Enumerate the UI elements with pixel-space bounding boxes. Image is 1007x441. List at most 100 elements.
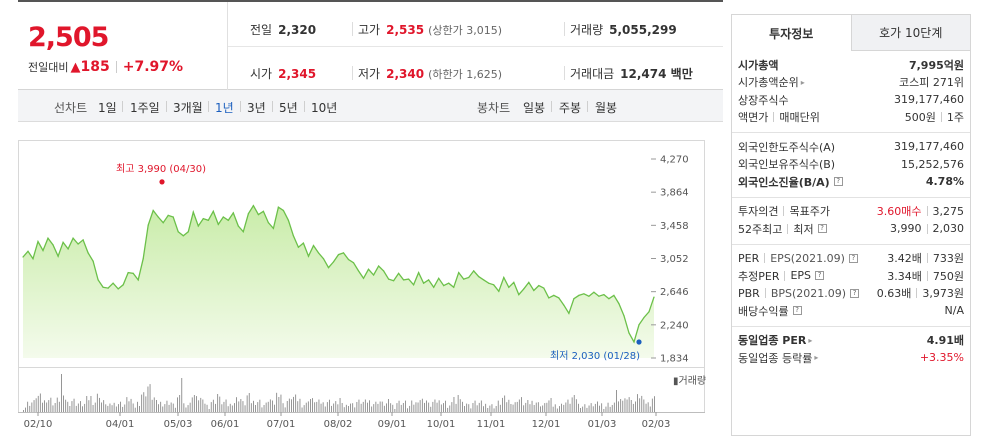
info-row: 동일업종 PER ▸ 4.91배	[738, 332, 964, 350]
tab-order-book[interactable]: 호가 10단계	[850, 15, 970, 51]
period-1w[interactable]: 1주일	[130, 101, 160, 115]
volume-bar	[31, 402, 33, 412]
chevron-right-icon[interactable]: ▸	[808, 335, 813, 345]
x-tick-label: 11/01	[477, 419, 506, 430]
price-point	[347, 258, 350, 261]
volume-bar	[238, 401, 240, 412]
volume-bar	[603, 409, 605, 412]
volume-bar	[23, 410, 24, 412]
price-point	[107, 287, 109, 289]
price-point	[623, 315, 625, 317]
price-point	[473, 270, 475, 272]
price-point	[443, 285, 445, 287]
volume-bar	[149, 384, 151, 412]
volume-bar	[143, 392, 145, 412]
chart-frame	[18, 140, 705, 368]
price-point	[37, 240, 39, 243]
volume-bar	[105, 404, 107, 412]
volume-bar	[113, 402, 115, 412]
volume-bar	[320, 403, 322, 412]
volume-bar	[101, 402, 102, 412]
price-point	[653, 296, 655, 298]
volume-bar	[573, 395, 575, 412]
period-5y[interactable]: 5년	[279, 101, 298, 115]
volume-bar	[405, 400, 406, 412]
candle-daily[interactable]: 일봉	[523, 101, 546, 115]
info-key: 액면가 매매단위	[738, 109, 820, 125]
info-key-label: EPS	[790, 269, 812, 283]
volume-bar	[369, 400, 370, 412]
foreign-ownership-section: 외국인한도주식수(A) 319,177,460 외국인보유주식수(B) 15,252,…	[732, 133, 970, 198]
volume-bar	[193, 395, 195, 412]
volume-bar	[508, 399, 510, 412]
volume-bar	[278, 397, 280, 412]
price-point	[453, 286, 455, 288]
help-icon[interactable]: ?	[815, 271, 825, 281]
volume-bar	[345, 404, 347, 412]
info-key-label: 상장주식수	[738, 93, 789, 107]
volume-bar	[196, 396, 197, 412]
chevron-right-icon[interactable]: ▸	[800, 77, 805, 87]
period-1y[interactable]: 1년	[215, 101, 234, 115]
tab-investment-info[interactable]: 투자정보	[732, 15, 851, 51]
candle-monthly[interactable]: 월봉	[595, 101, 618, 115]
volume-bar	[191, 397, 193, 412]
volume-bar	[540, 406, 541, 412]
volume-bar	[495, 406, 497, 412]
price-point	[82, 239, 84, 241]
volume-bar	[413, 404, 415, 412]
help-icon[interactable]: ?	[792, 306, 802, 316]
candle-weekly[interactable]: 주봉	[559, 101, 582, 115]
volume-bar	[620, 399, 622, 412]
price-point	[508, 286, 510, 288]
help-icon[interactable]: ?	[848, 253, 858, 263]
volume-bar	[166, 400, 168, 412]
price-point	[52, 244, 54, 246]
volume-bar	[639, 398, 641, 412]
y-tick-label: 2,646	[660, 287, 689, 298]
help-icon[interactable]: ?	[850, 288, 860, 298]
help-icon[interactable]: ?	[833, 177, 843, 187]
period-3m[interactable]: 3개월	[173, 101, 203, 115]
volume-bar	[174, 407, 176, 412]
volume-bar	[512, 404, 514, 412]
price-chart[interactable]: 4,270 3,864 3,458 3,052 2,646 2,240 1,834 최고 3…	[18, 122, 723, 441]
volume-bar	[445, 400, 446, 412]
volume-bar	[428, 402, 430, 412]
divider	[773, 112, 775, 123]
price-point	[342, 252, 345, 254]
volume-bar	[590, 403, 592, 412]
volume-bar	[531, 400, 533, 412]
price-point	[383, 270, 385, 272]
volume-bar	[261, 407, 263, 412]
volume-bar	[307, 401, 309, 412]
help-icon[interactable]: ?	[817, 224, 827, 234]
price-chart-svg[interactable]: 4,270 3,864 3,458 3,052 2,646 2,240 1,834 최고 3…	[18, 122, 723, 441]
info-row: PER EPS(2021.09)? 3.42배 733원	[738, 250, 964, 268]
volume-bar	[472, 403, 474, 412]
divider	[551, 101, 552, 112]
stat-prev-close: 전일 2,320	[250, 23, 317, 37]
volume-bar	[480, 400, 482, 412]
volume-bar	[299, 398, 301, 412]
info-key-label: 외국인소진율(B/A)	[738, 175, 830, 189]
volume-bar	[510, 404, 512, 412]
price-point	[518, 294, 520, 296]
divider	[916, 288, 918, 299]
price-point	[322, 258, 325, 260]
price-point	[317, 252, 320, 254]
volume-bar	[400, 404, 402, 412]
volume-bar	[210, 402, 212, 412]
volume-bar	[491, 404, 493, 412]
volume-bar	[187, 405, 189, 412]
price-point	[378, 265, 380, 267]
chevron-right-icon[interactable]: ▸	[814, 353, 819, 363]
volume-bar	[643, 399, 645, 412]
period-1d[interactable]: 1일	[98, 101, 117, 115]
period-10y[interactable]: 10년	[311, 101, 338, 115]
period-3y[interactable]: 3년	[247, 101, 266, 115]
price-point	[122, 284, 124, 286]
volume-bar	[179, 395, 181, 412]
price-point	[628, 332, 630, 334]
divider	[228, 46, 723, 47]
